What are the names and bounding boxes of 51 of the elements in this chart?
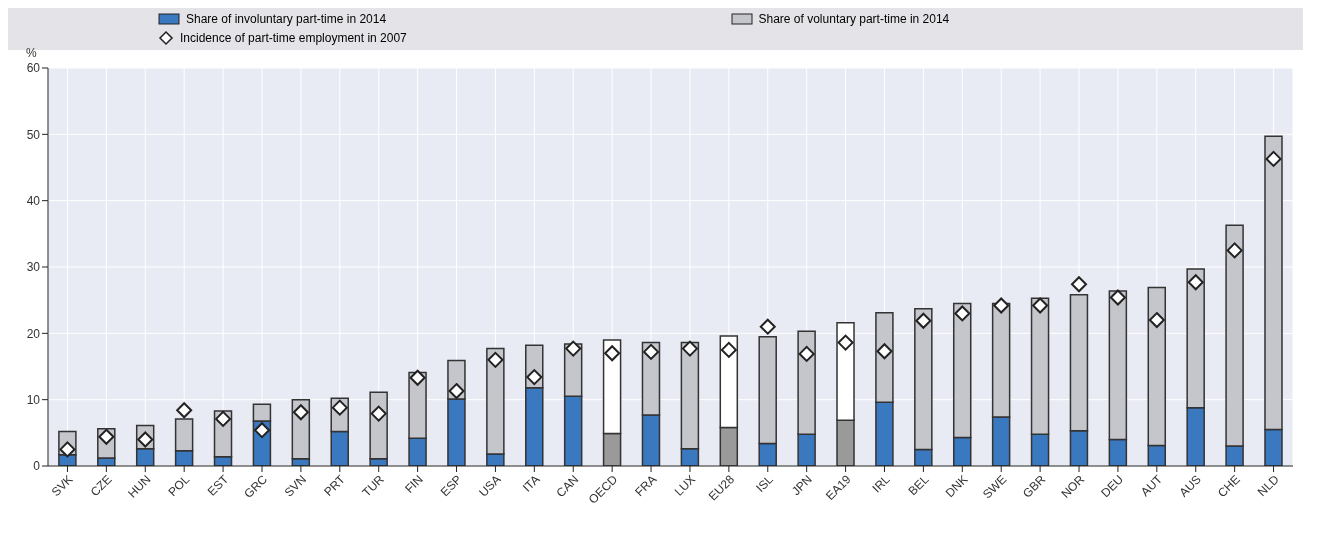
point [720,341,737,358]
legend-label: Share of voluntary part-time in 2014 [758,12,950,26]
y-tick-label: 0 [33,459,41,474]
point [954,305,971,322]
point [176,402,193,419]
x-tick-label: TUR [359,471,388,500]
x-tick-label: JPN [788,472,815,499]
point [1032,297,1049,314]
x-tick-label: CZE [87,472,115,500]
legend-label: Share of involuntary part-time in 2014 [186,12,387,26]
point [798,345,815,362]
point [1187,274,1204,291]
x-tick-label: FRA [632,472,660,500]
y-tick-label: 60 [26,61,41,76]
point [1071,276,1088,293]
point [526,369,543,386]
y-tick-label: 20 [26,326,41,341]
point [759,318,776,335]
point [487,351,504,368]
point [215,410,232,427]
point [1148,312,1165,329]
y-tick-label: 40 [26,193,41,208]
x-tick-label: BEL [905,472,932,499]
point [370,405,387,422]
y-tick-label: 30 [26,260,41,275]
point [292,404,309,421]
point [409,369,426,386]
point [253,422,270,439]
x-tick-label: ISL [753,471,777,495]
point [565,340,582,357]
point [915,312,932,329]
point [1109,289,1126,306]
point [643,343,660,360]
point [448,383,465,400]
x-tick-label: FIN [402,472,426,496]
x-tick-label: USA [476,472,504,500]
x-tick-label: IRL [869,472,893,496]
x-tick-label: NLD [1254,471,1282,500]
point [604,345,621,362]
point [1265,150,1282,167]
x-tick-label: ITA [519,472,543,495]
legend-label: Incidence of part-time employment in 2007 [180,31,407,45]
y-axis-title: % [26,46,37,60]
x-tick-label: POL [165,471,193,500]
point [1226,242,1243,259]
point [681,340,698,357]
point [876,343,893,360]
y-tick-label: 10 [26,392,41,407]
point [993,297,1010,314]
y-tick-label: 50 [26,127,41,142]
point [837,334,854,351]
